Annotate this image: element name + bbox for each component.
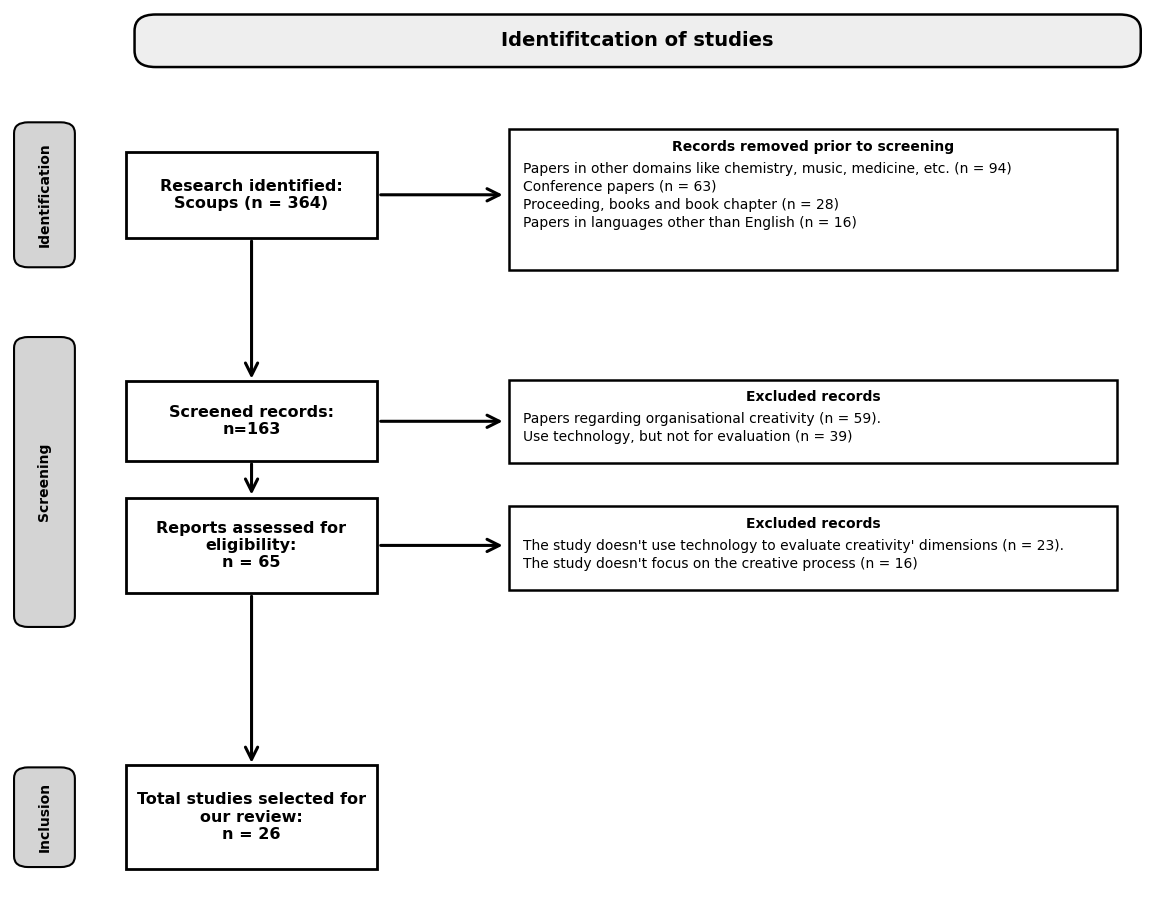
Text: Research identified:
Scoups (n = 364): Research identified: Scoups (n = 364) — [160, 178, 343, 211]
Text: Screening: Screening — [37, 443, 51, 521]
FancyBboxPatch shape — [126, 765, 377, 870]
Text: The study doesn't focus on the creative process (n = 16): The study doesn't focus on the creative … — [523, 557, 917, 571]
Text: Inclusion: Inclusion — [37, 782, 51, 853]
Text: Conference papers (n = 63): Conference papers (n = 63) — [523, 179, 716, 194]
FancyBboxPatch shape — [135, 14, 1141, 67]
Text: Proceeding, books and book chapter (n = 28): Proceeding, books and book chapter (n = … — [523, 198, 839, 212]
FancyBboxPatch shape — [509, 380, 1117, 463]
Text: Total studies selected for
our review:
n = 26: Total studies selected for our review: n… — [137, 793, 366, 842]
Text: Papers in other domains like chemistry, music, medicine, etc. (n = 94): Papers in other domains like chemistry, … — [523, 161, 1012, 176]
Text: Excluded records: Excluded records — [745, 517, 881, 531]
FancyBboxPatch shape — [509, 130, 1117, 270]
Text: Papers regarding organisational creativity (n = 59).: Papers regarding organisational creativi… — [523, 412, 881, 426]
Text: Records removed prior to screening: Records removed prior to screening — [672, 140, 955, 154]
Text: Excluded records: Excluded records — [745, 390, 881, 404]
FancyBboxPatch shape — [126, 381, 377, 461]
Text: Reports assessed for
eligibility:
n = 65: Reports assessed for eligibility: n = 65 — [157, 521, 346, 570]
FancyBboxPatch shape — [14, 767, 75, 867]
Text: The study doesn't use technology to evaluate creativity' dimensions (n = 23).: The study doesn't use technology to eval… — [523, 539, 1064, 553]
Text: Screened records:
n=163: Screened records: n=163 — [168, 405, 335, 438]
FancyBboxPatch shape — [14, 122, 75, 267]
FancyBboxPatch shape — [509, 506, 1117, 590]
FancyBboxPatch shape — [126, 498, 377, 593]
Text: Papers in languages other than English (n = 16): Papers in languages other than English (… — [523, 217, 856, 230]
FancyBboxPatch shape — [126, 151, 377, 237]
FancyBboxPatch shape — [14, 337, 75, 627]
Text: Identification: Identification — [37, 142, 51, 247]
Text: Identifitcation of studies: Identifitcation of studies — [502, 32, 773, 50]
Text: Use technology, but not for evaluation (n = 39): Use technology, but not for evaluation (… — [523, 430, 853, 444]
